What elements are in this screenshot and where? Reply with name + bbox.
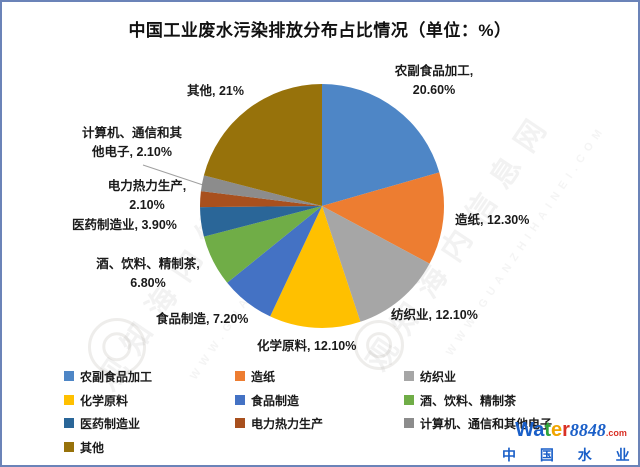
legend-swatch: [404, 371, 414, 381]
legend-item-huaxueyuanliao: 化学原料: [64, 393, 129, 408]
legend-item-nongfushipin: 农副食品加工: [64, 369, 153, 384]
logo-number: 8848: [569, 420, 606, 440]
legend-label: 医药制造业: [80, 416, 141, 431]
pie-slice-1: [322, 84, 440, 206]
pie-slice-10: [203, 84, 322, 206]
legend-item-dianli: 电力热力生产: [235, 416, 324, 431]
pie-label-fangzhiye: 纺织业, 12.10%: [391, 308, 478, 322]
legend-label: 农副食品加工: [80, 369, 153, 384]
legend-label: 纺织业: [420, 369, 457, 384]
pie-label-yiyaozhizaoye: 医药制造业, 3.90%: [72, 218, 177, 232]
pie-label-shipinzhizao: 食品制造, 7.20%: [156, 312, 249, 326]
legend-item-jisuanji: 计算机、通信和其他电子: [404, 416, 553, 431]
pie-slice-4: [270, 206, 361, 328]
pie-label-dianli: 电力热力生产, 2.10%: [84, 177, 210, 215]
pie-label-jisuanji: 计算机、通信和其 他电子, 2.10%: [64, 124, 200, 162]
pie-label-zaozhi: 造纸, 12.30%: [455, 213, 530, 227]
pie-slice-2: [322, 172, 445, 264]
logo-letter: r: [562, 419, 570, 441]
legend-label: 造纸: [251, 369, 276, 384]
legend-item-qita: 其他: [64, 440, 105, 455]
pie-label-huaxueyuanliao: 化学原料, 12.10%: [257, 339, 357, 353]
legend-label: 酒、饮料、精制茶: [420, 393, 517, 408]
site-logo: Water8848.com 中 国 水 业 网: [502, 419, 640, 465]
legend-item-yiyaozhizaoye: 医药制造业: [64, 416, 141, 431]
pie-slice-9: [200, 175, 322, 206]
legend-label: 电力热力生产: [251, 416, 324, 431]
legend-label: 计算机、通信和其他电子: [420, 416, 553, 431]
logo-letter: a: [533, 419, 545, 441]
legend-item-jiu-yinliao: 酒、饮料、精制茶: [404, 393, 517, 408]
legend-item-zaozhi: 造纸: [235, 369, 276, 384]
legend-swatch: [64, 371, 74, 381]
legend-swatch: [64, 395, 74, 405]
pie-label-qita: 其他, 21%: [187, 84, 244, 98]
pie-slice-8: [200, 191, 322, 208]
pie-label-value: 2.10%: [129, 197, 165, 212]
legend-swatch: [64, 442, 74, 452]
logo-letter: e: [551, 419, 563, 441]
pie-slice-3: [322, 206, 430, 322]
pie-label-value: 他电子, 2.10%: [92, 144, 172, 159]
pie-label-jiu-yinliao: 酒、饮料、精制茶, 6.80%: [82, 255, 214, 293]
legend-swatch: [235, 395, 245, 405]
pie-slice-6: [203, 206, 322, 283]
legend-item-shipinzhizao: 食品制造: [235, 393, 300, 408]
legend-label: 食品制造: [251, 393, 300, 408]
legend-swatch: [235, 371, 245, 381]
legend-swatch: [64, 418, 74, 428]
chart-title: 中国工业废水污染排放分布占比情况（单位：%）: [128, 21, 512, 40]
legend-swatch: [404, 418, 414, 428]
pie-label-line: 农副食品加工,: [394, 64, 474, 78]
legend-label: 化学原料: [80, 393, 129, 408]
logo-letter: W: [515, 419, 534, 441]
pie-slice-7: [200, 206, 322, 237]
site-logo-subtitle: 中 国 水 业 网: [502, 447, 640, 463]
legend-item-fangzhiye: 纺织业: [404, 369, 457, 384]
pie-label-line: 计算机、通信和其: [81, 126, 182, 140]
legend-swatch: [235, 418, 245, 428]
site-logo-wordmark: Water8848.com: [502, 419, 638, 443]
pie-label-nongfushipin: 农副食品加工, 20.60%: [378, 62, 490, 100]
logo-letter: t: [544, 419, 551, 441]
pie-slice-5: [227, 206, 322, 317]
legend-swatch: [404, 395, 414, 405]
callout-leader-line: [142, 164, 207, 187]
pie-label-value: 20.60%: [412, 82, 456, 97]
logo-tld: .com: [605, 428, 627, 438]
legend-label: 其他: [80, 440, 105, 455]
pie-label-value: 6.80%: [130, 275, 166, 290]
pie-label-line: 酒、饮料、精制茶,: [96, 257, 200, 271]
pie-label-line: 电力热力生产,: [107, 179, 187, 193]
